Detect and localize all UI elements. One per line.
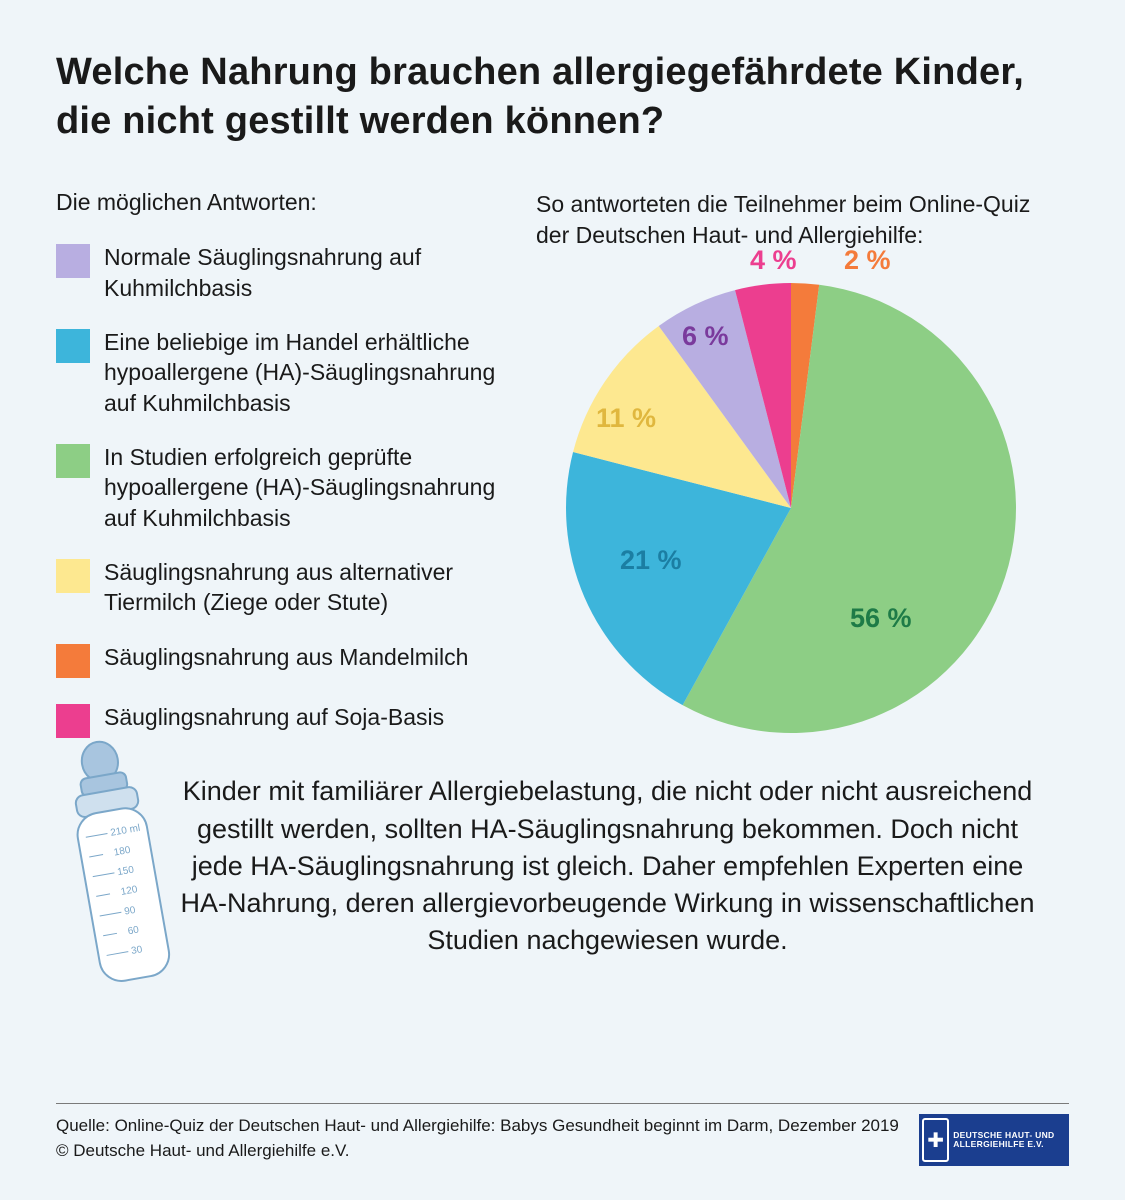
legend-column: Die möglichen Antworten: Normale Säuglin… xyxy=(56,189,516,743)
legend-item: Säuglingsnahrung auf Soja-Basis xyxy=(56,702,516,738)
legend-item: Eine beliebige im Handel erhältliche hyp… xyxy=(56,327,516,418)
legend-label: Normale Säuglingsnahrung auf Kuhmilchbas… xyxy=(104,242,516,303)
legend-item: Normale Säuglingsnahrung auf Kuhmilchbas… xyxy=(56,242,516,303)
legend-label: Säuglingsnahrung aus Mandelmilch xyxy=(104,642,468,672)
legend-swatch xyxy=(56,244,90,278)
legend-label: Säuglingsnahrung auf Soja-Basis xyxy=(104,702,444,732)
footer-logo-icon: ✚ xyxy=(922,1118,949,1162)
pie-label: 21 % xyxy=(620,545,682,576)
legend-label: In Studien erfolgreich geprüfte hypoalle… xyxy=(104,442,516,533)
footer-logo-text: DEUTSCHE HAUT- UND ALLERGIEHILFE E.V. xyxy=(953,1131,1066,1150)
pie-label: 6 % xyxy=(682,321,729,352)
legend-label: Eine beliebige im Handel erhältliche hyp… xyxy=(104,327,516,418)
footer-text: Quelle: Online-Quiz der Deutschen Haut- … xyxy=(56,1114,899,1163)
legend-item: Säuglingsnahrung aus Mandelmilch xyxy=(56,642,516,678)
footer-logo: ✚ DEUTSCHE HAUT- UND ALLERGIEHILFE E.V. xyxy=(919,1114,1069,1166)
footer-copyright: © Deutsche Haut- und Allergiehilfe e.V. xyxy=(56,1139,899,1164)
baby-bottle-icon: 210 ml180150120906030 xyxy=(44,740,194,1000)
legend-title: Die möglichen Antworten: xyxy=(56,189,516,216)
chart-column: So antworteten die Teilnehmer beim Onlin… xyxy=(536,189,1069,743)
footer-source: Quelle: Online-Quiz der Deutschen Haut- … xyxy=(56,1114,899,1139)
footer: Quelle: Online-Quiz der Deutschen Haut- … xyxy=(56,1103,1069,1166)
pie-label: 4 % xyxy=(750,245,797,276)
legend-label: Säuglingsnahrung aus alternativer Tiermi… xyxy=(104,557,516,618)
pie-label: 2 % xyxy=(844,245,891,276)
body-paragraph: Kinder mit familiärer Allergiebelastung,… xyxy=(56,773,1069,959)
chart-title: So antworteten die Teilnehmer beim Onlin… xyxy=(536,189,1069,251)
legend-swatch xyxy=(56,559,90,593)
pie-label: 56 % xyxy=(850,603,912,634)
legend-swatch xyxy=(56,704,90,738)
legend-swatch xyxy=(56,644,90,678)
pie-chart: 2 %56 %21 %11 %6 %4 % xyxy=(556,273,1026,743)
legend-list: Normale Säuglingsnahrung auf Kuhmilchbas… xyxy=(56,242,516,738)
legend-swatch xyxy=(56,444,90,478)
legend-swatch xyxy=(56,329,90,363)
pie-label: 11 % xyxy=(596,403,656,434)
legend-item: In Studien erfolgreich geprüfte hypoalle… xyxy=(56,442,516,533)
legend-item: Säuglingsnahrung aus alternativer Tiermi… xyxy=(56,557,516,618)
page-title: Welche Nahrung brauchen allergiegefährde… xyxy=(56,48,1069,145)
